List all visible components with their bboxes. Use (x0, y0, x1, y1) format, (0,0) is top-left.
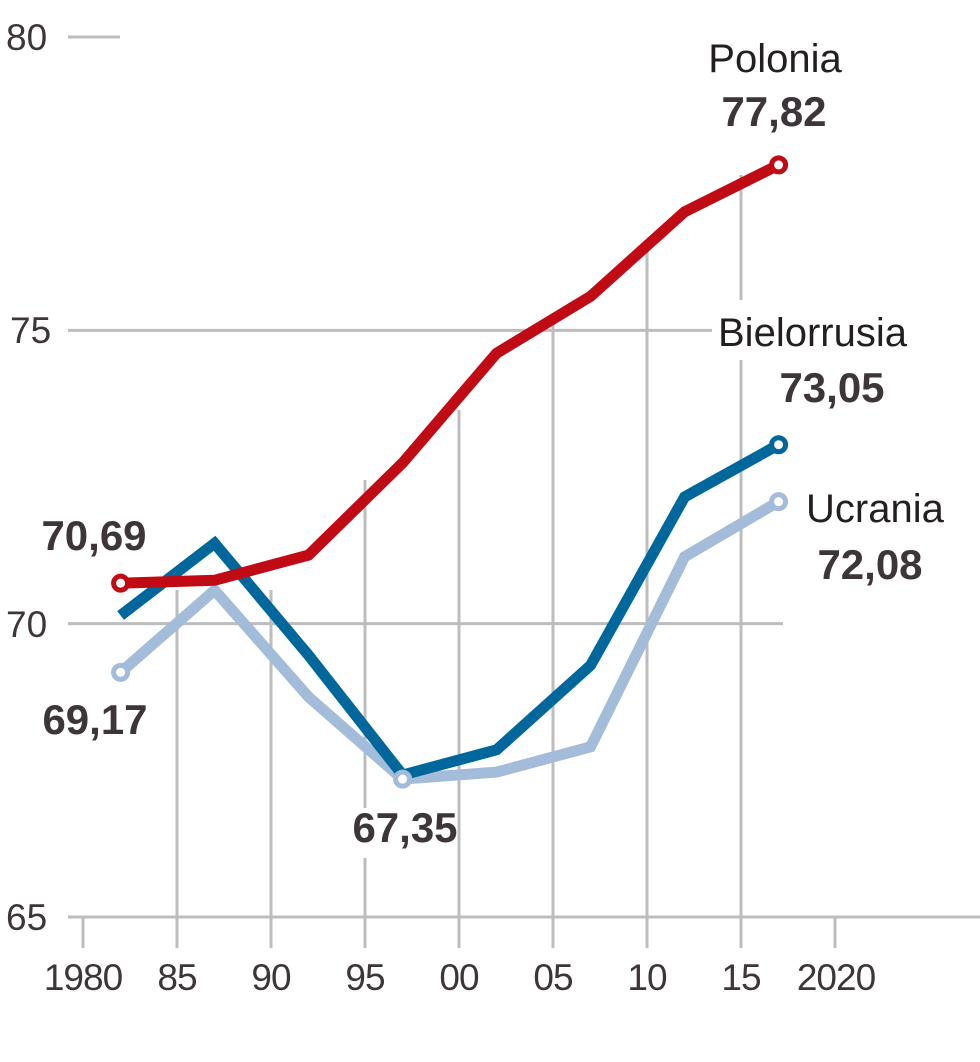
marker-ucrania-1982 (111, 662, 131, 682)
x-tick-label-2015: 15 (721, 957, 761, 998)
marker-polonia-2017 (769, 155, 789, 175)
series-name-ucrania: Ucrania (806, 487, 945, 531)
series-line-ucrania (116, 496, 782, 785)
y-tick-label-70: 70 (6, 604, 47, 645)
marker-ucrania-2017 (769, 492, 789, 512)
grid-layer (68, 35, 980, 948)
series-line-polonia (120, 159, 782, 589)
value-label-bielorrusia-end: 73,05 (779, 364, 884, 411)
markers-layer (111, 155, 789, 789)
series-line-bielorrusia (117, 439, 782, 782)
series-name-polonia: Polonia (708, 37, 842, 81)
series-name-bielorrusia: Bielorrusia (718, 311, 908, 355)
value-label-polonia-end: 77,82 (721, 88, 826, 135)
y-tick-label-65: 65 (6, 897, 47, 938)
x-tick-label-2010: 10 (627, 957, 667, 998)
y-tick-label-80: 80 (6, 17, 47, 58)
value-label-ucrania-min: 67,35 (352, 804, 457, 851)
x-tick-label-2005: 05 (533, 957, 573, 998)
x-tick-label-2020: 2020 (797, 957, 876, 998)
value-label-ucrania-start: 69,17 (42, 696, 147, 743)
x-tick-label-1995: 95 (345, 957, 385, 998)
x-tick-label-1980: 1980 (44, 957, 123, 998)
marker-polonia-1982 (111, 573, 131, 593)
value-label-polonia-start: 70,69 (41, 512, 146, 559)
marker-bielorrusia-2017 (769, 435, 789, 455)
x-tick-label-2000: 00 (439, 957, 479, 998)
x-tick-label-1990: 90 (251, 957, 291, 998)
marker-ucrania-1997 (393, 769, 413, 789)
x-tick-label-1985: 85 (157, 957, 197, 998)
labels-layer: 80 75 70 65 1980 85 90 95 00 05 10 15 20… (6, 17, 945, 998)
value-label-ucrania-end: 72,08 (817, 541, 922, 588)
lines-layer (116, 159, 782, 785)
y-tick-label-75: 75 (10, 310, 51, 351)
